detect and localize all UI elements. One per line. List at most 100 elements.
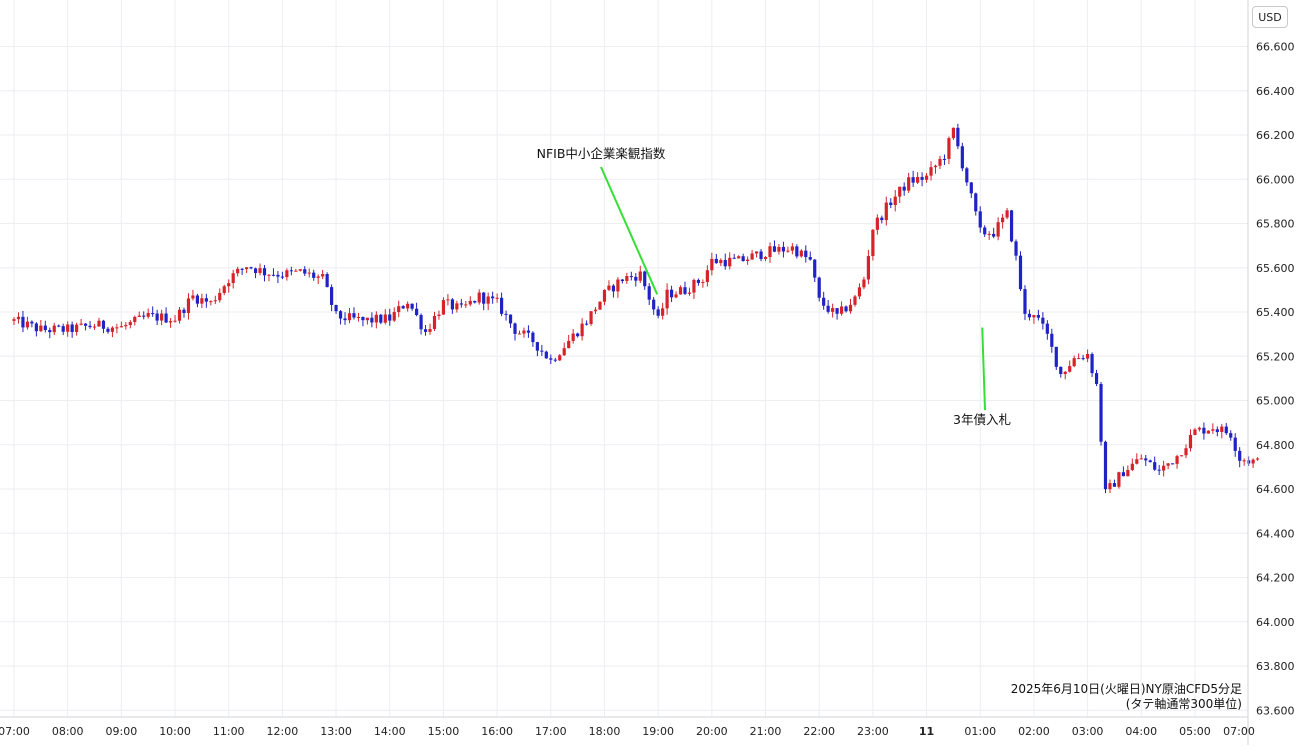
candle-up xyxy=(25,321,30,328)
candle-down xyxy=(1045,323,1049,334)
candle-down xyxy=(1009,210,1014,242)
candle-up xyxy=(79,323,83,325)
candle-down xyxy=(195,295,200,304)
candle-up xyxy=(455,303,459,310)
candle-up xyxy=(1166,463,1170,466)
candle-down xyxy=(262,268,267,276)
candle-down xyxy=(491,296,495,299)
candle-up xyxy=(705,270,709,283)
candle-up xyxy=(1108,483,1112,490)
candle-up xyxy=(12,319,16,321)
price-tick-label: 64.800 xyxy=(1256,439,1295,452)
candle-down xyxy=(249,267,253,269)
candle-down xyxy=(312,272,316,278)
candle-down xyxy=(1036,315,1040,318)
time-tick-label: 11 xyxy=(919,725,934,738)
candle-down xyxy=(576,333,580,337)
chart-caption: 2025年6月10日(火曜日)NY原油CFD5分足 (タテ軸通常300単位) xyxy=(1011,682,1242,712)
candle-up xyxy=(227,283,231,287)
candle-up xyxy=(884,202,888,221)
candle-up xyxy=(124,325,128,327)
candle-up xyxy=(285,270,289,278)
candle-down xyxy=(240,268,244,270)
candle-down xyxy=(992,233,996,237)
candle-up xyxy=(589,311,593,324)
candle-down xyxy=(142,315,146,317)
candle-up xyxy=(893,196,897,205)
time-tick-label: 05:00 xyxy=(1179,725,1211,738)
candle-down xyxy=(723,260,727,267)
candle-down xyxy=(844,306,848,312)
candle-up xyxy=(1193,429,1197,435)
candle-down xyxy=(504,313,508,315)
candle-down xyxy=(334,304,338,312)
candle-up xyxy=(1188,434,1193,449)
candle-down xyxy=(204,298,208,302)
candle-down xyxy=(781,246,786,252)
price-tick-label: 65.200 xyxy=(1256,350,1295,363)
candle-down xyxy=(1041,317,1045,324)
candle-down xyxy=(1144,458,1148,461)
candle-up xyxy=(236,268,240,274)
candle-up xyxy=(191,295,195,299)
candle-down xyxy=(151,313,155,315)
candle-up xyxy=(571,333,575,341)
candle-up xyxy=(347,313,352,321)
candle-up xyxy=(777,246,781,252)
time-tick-label: 12:00 xyxy=(267,725,299,738)
candle-down xyxy=(182,309,186,314)
currency-badge[interactable]: USD xyxy=(1252,6,1288,28)
candle-down xyxy=(974,193,978,212)
candle-up xyxy=(754,251,759,254)
candle-up xyxy=(871,229,875,257)
candle-down xyxy=(826,305,830,312)
price-tick-label: 66.000 xyxy=(1256,173,1295,186)
price-tick-label: 63.600 xyxy=(1256,704,1295,717)
candle-up xyxy=(97,320,101,327)
candle-up xyxy=(831,308,835,312)
price-tick-label: 64.600 xyxy=(1256,483,1295,496)
candle-down xyxy=(1112,483,1117,487)
candle-up xyxy=(446,299,450,301)
candle-up xyxy=(406,303,410,309)
candle-down xyxy=(43,325,47,331)
price-tick-label: 63.800 xyxy=(1256,660,1295,673)
candle-down xyxy=(289,270,293,272)
candle-up xyxy=(137,315,141,317)
candle-up xyxy=(790,246,794,251)
candle-up xyxy=(786,250,790,252)
candle-down xyxy=(423,329,428,332)
candle-down xyxy=(30,321,34,324)
candle-up xyxy=(294,270,298,272)
candle-down xyxy=(549,358,553,360)
candle-up xyxy=(464,304,468,306)
time-tick-label: 10:00 xyxy=(159,725,191,738)
candle-down xyxy=(741,256,745,262)
candle-up xyxy=(799,250,803,257)
price-tick-label: 66.200 xyxy=(1256,129,1295,142)
candle-up xyxy=(177,309,182,321)
candle-up xyxy=(222,286,226,293)
candle-up xyxy=(1184,448,1188,456)
candle-up xyxy=(737,256,741,259)
candle-down xyxy=(1018,255,1023,290)
candle-down xyxy=(401,306,405,309)
annotation-leaders xyxy=(600,166,986,411)
candle-up xyxy=(607,285,611,290)
time-tick-label: 04:00 xyxy=(1125,725,1157,738)
candle-down xyxy=(772,246,777,252)
time-tick-label: 22:00 xyxy=(803,725,835,738)
candle-down xyxy=(1059,366,1063,375)
candle-up xyxy=(929,167,933,176)
candle-down xyxy=(1099,383,1103,442)
time-tick-label: 17:00 xyxy=(535,725,567,738)
candle-down xyxy=(155,313,159,321)
candle-up xyxy=(517,333,522,335)
price-tick-label: 65.000 xyxy=(1256,395,1295,408)
caption-line-2: (タテ軸通常300単位) xyxy=(1125,697,1242,711)
candle-up xyxy=(701,282,705,284)
candle-up xyxy=(1220,426,1224,433)
time-tick-label: 20:00 xyxy=(696,725,728,738)
